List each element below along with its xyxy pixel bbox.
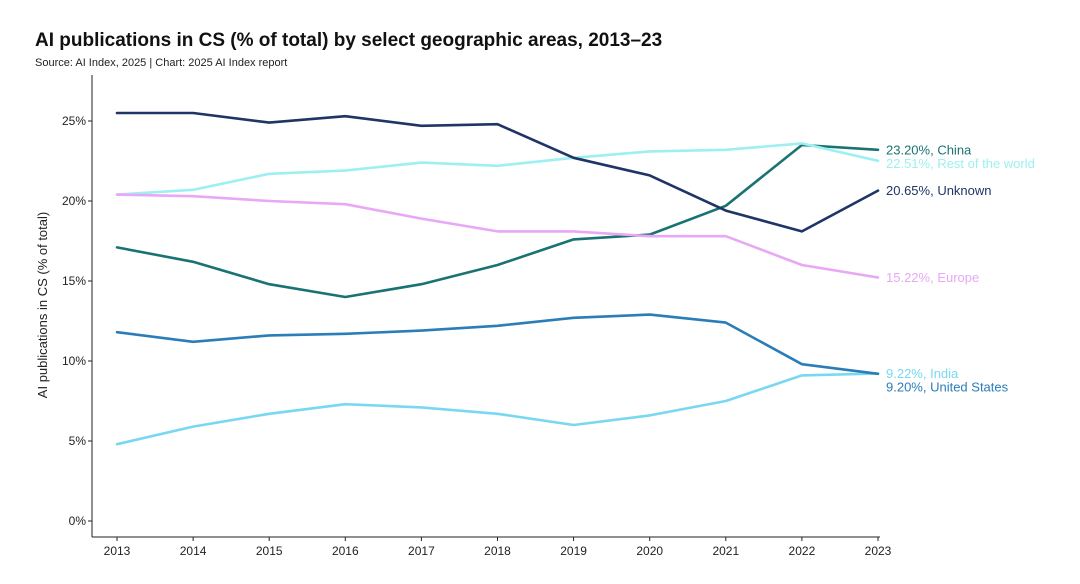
axes: 0% 5% 10% 15% 20% 25% 2013 2014 2015 2016 2017 2018… xyxy=(62,75,892,558)
x-tick-label: 2014 xyxy=(180,544,207,558)
x-tick-label: 2015 xyxy=(256,544,283,558)
x-tick-label: 2021 xyxy=(712,544,739,558)
series-line-china xyxy=(115,143,880,299)
x-tick-label: 2019 xyxy=(560,544,587,558)
series-line-europe xyxy=(115,193,880,279)
x-tick-label: 2020 xyxy=(636,544,663,558)
y-tick-label: 0% xyxy=(69,514,87,528)
series-line-unknown xyxy=(115,111,880,233)
x-tick-label: 2017 xyxy=(408,544,435,558)
end-label-india: 9.22%, India xyxy=(886,366,959,381)
x-tick-label: 2016 xyxy=(332,544,359,558)
end-label-united-states: 9.20%, United States xyxy=(886,380,1009,395)
series-lines xyxy=(115,111,880,446)
x-tick-label: 2022 xyxy=(789,544,816,558)
end-label-rest-of-the-world: 22.51%, Rest of the world xyxy=(886,156,1035,171)
x-tick-label: 2023 xyxy=(865,544,892,558)
series-line-india xyxy=(115,372,880,446)
y-tick-label: 10% xyxy=(62,354,86,368)
y-tick-label: 5% xyxy=(69,434,87,448)
series-line-rest-of-the-world xyxy=(115,142,880,196)
chart-source: Source: AI Index, 2025 | Chart: 2025 AI … xyxy=(35,57,288,69)
y-tick-label: 20% xyxy=(62,194,86,208)
y-axis-label: AI publications in CS (% of total) xyxy=(35,212,50,398)
series-line-united-states xyxy=(115,313,880,376)
y-tick-label: 25% xyxy=(62,114,86,128)
x-tick-label: 2018 xyxy=(484,544,511,558)
chart-title: AI publications in CS (% of total) by se… xyxy=(35,30,663,51)
end-label-europe: 15.22%, Europe xyxy=(886,270,979,285)
x-tick-label: 2013 xyxy=(104,544,131,558)
end-label-unknown: 20.65%, Unknown xyxy=(886,183,992,198)
y-tick-label: 15% xyxy=(62,274,86,288)
end-label-china: 23.20%, China xyxy=(886,142,972,157)
